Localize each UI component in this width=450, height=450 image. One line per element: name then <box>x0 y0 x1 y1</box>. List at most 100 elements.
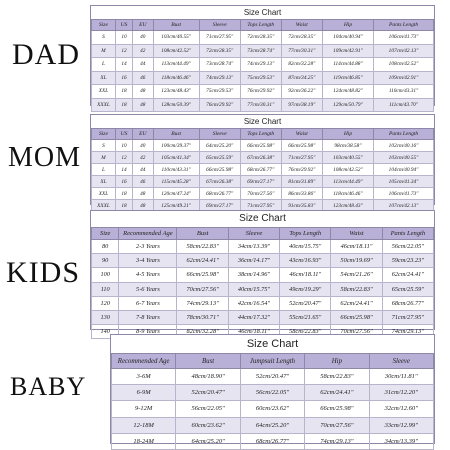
table-cell: 42 <box>132 43 154 58</box>
table-row: L 14 44 110cm/43.31" 66cm/25.98" 68cm/26.77" 7… <box>91 163 434 176</box>
table-cell: 34cm/13.39" <box>368 432 435 450</box>
table-cell: 66cm/25.98" <box>280 139 323 152</box>
table-cell: M <box>91 43 116 58</box>
column-header: Size <box>91 128 116 140</box>
table-cell: 76cm/29.92" <box>198 97 241 112</box>
table-cell: 86cm/33.86" <box>280 187 323 200</box>
table-cell: 56cm/22.05" <box>239 384 306 402</box>
column-header: Waist <box>280 128 323 140</box>
table-cell: 10 <box>114 30 134 45</box>
table-cell: 58cm/22.83" <box>330 281 383 297</box>
table-cell: 92cm/36.22" <box>280 84 323 99</box>
table-cell: 130 <box>90 309 120 326</box>
table-cell: 49cm/19.29" <box>279 281 332 297</box>
column-header: Hip <box>321 128 375 140</box>
table-cell: 123cm/48.43" <box>152 84 200 99</box>
column-header: Sleeve <box>368 353 435 369</box>
column-header: Tops Length <box>239 19 282 31</box>
table-cell: 62cm/24.41" <box>176 253 229 269</box>
column-header: Pants Length <box>373 19 434 31</box>
table-header-row: Size Recommended Age Bust Sleeve Tops Length… <box>90 227 435 240</box>
table-cell: 62cm/24.41" <box>381 267 435 283</box>
table-cell: 46 <box>132 70 154 85</box>
column-header: Hip <box>304 353 370 369</box>
column-header: Tops Length <box>279 227 332 240</box>
table-row: 6-9M 52cm/20.47" 56cm/22.05" 62cm/24.41" 31c… <box>110 384 435 402</box>
table-cell: 76cm/29.92" <box>239 84 282 99</box>
table-row: 90 3-4 Years 62cm/24.41" 36cm/14.17" 43cm/16… <box>90 253 435 269</box>
table-cell: 38cm/14.96" <box>227 267 281 283</box>
table-cell: 16 <box>114 175 134 188</box>
table-cell: 3-4 Years <box>118 253 178 269</box>
table-cell: 66cm/25.98" <box>176 267 229 283</box>
table-cell: 18-24M <box>110 432 177 450</box>
table-cell: 113cm/44.49" <box>152 57 200 72</box>
table-cell: 108cm/42.52" <box>321 163 375 176</box>
mom-label: MOM <box>8 142 82 173</box>
table-row: L 14 44 113cm/44.49" 73cm/28.74" 74cm/29.13" 8… <box>91 57 434 72</box>
table-cell: 66cm/25.98" <box>198 163 241 176</box>
column-header: Tops Length <box>239 128 282 140</box>
table-cell: 12 <box>114 43 134 58</box>
table-cell: 103cm/40.55" <box>373 151 434 164</box>
table-cell: 113cm/44.49" <box>321 175 375 188</box>
table-cell: 120cm/47.24" <box>152 187 200 200</box>
table-row: S 10 40 103cm/40.55" 71cm/27.95" 72cm/28.35" 7… <box>91 30 434 45</box>
table-row: XL 16 46 118cm/46.46" 74cm/29.13" 75cm/29.53"… <box>91 70 434 85</box>
mom-size-table: Size US EU Bust Sleeve Tops Length Waist Hip Pan… <box>91 128 434 212</box>
table-cell: 74cm/29.13" <box>239 57 282 72</box>
table-cell: 56cm/22.05" <box>381 238 435 255</box>
column-header: Bust <box>152 19 200 31</box>
table-cell: 70cm/27.56" <box>239 187 282 200</box>
table-cell: 16 <box>114 70 134 85</box>
kids-size-chart: Size Chart Size Recommended Age Bust Sleeve… <box>90 210 435 340</box>
table-row: XXL 18 48 120cm/47.24" 68cm/26.77" 70cm/27.56… <box>91 187 434 200</box>
table-header-row: Size US EU Bust Sleeve Tops Length Waist Hip Pan… <box>91 19 434 31</box>
column-header: EU <box>132 128 154 140</box>
table-row: 100 4-5 Years 66cm/25.98" 38cm/14.96" 46cm/1… <box>90 267 435 283</box>
table-row: 9-12M 56cm/22.05" 60cm/23.62" 66cm/25.98" 32… <box>110 400 435 418</box>
table-cell: 74cm/29.13" <box>176 295 229 311</box>
kids-label: KIDS <box>6 256 81 289</box>
table-cell: 71cm/27.95" <box>198 30 241 45</box>
table-cell: 18 <box>114 97 134 112</box>
table-row: XXXL 18 48 128cm/50.39" 76cm/29.92" 77cm/30.3… <box>91 97 434 112</box>
table-cell: 65cm/25.59" <box>381 281 435 297</box>
table-cell: 74cm/29.13" <box>304 432 370 450</box>
table-cell: 66cm/25.98" <box>330 309 383 326</box>
table-cell: 114cm/44.88" <box>321 57 375 72</box>
table-cell: 73cm/28.74" <box>239 43 282 58</box>
table-cell: 72cm/28.35" <box>239 30 282 45</box>
chart-title: Size Chart <box>91 211 434 227</box>
table-cell: 129cm/50.79" <box>321 97 375 112</box>
table-cell: 40cm/15.75" <box>227 281 281 297</box>
table-cell: 124cm/48.82" <box>321 84 375 99</box>
table-cell: 3-6M <box>110 367 177 386</box>
table-cell: XL <box>91 70 116 85</box>
table-cell: M <box>91 151 116 164</box>
table-cell: 97cm/38.19" <box>280 97 323 112</box>
table-cell: 108cm/42.52" <box>152 43 200 58</box>
table-cell: XXL <box>91 84 116 99</box>
dad-size-chart: Size Chart Size US EU Bust Sleeve Tops Length… <box>90 5 435 112</box>
table-cell: 14 <box>114 57 134 72</box>
table-cell: 67cm/26.38" <box>198 175 241 188</box>
table-row: M 12 42 105cm/41.34" 65cm/25.59" 67cm/26.38" 7… <box>91 151 434 164</box>
table-cell: 10 <box>114 139 134 152</box>
table-cell: 12-18M <box>110 416 177 434</box>
table-cell: 82cm/32.28" <box>280 57 323 72</box>
table-cell: 103cm/40.55" <box>152 30 200 45</box>
table-cell: XXL <box>91 187 116 200</box>
table-cell: 43cm/16.93" <box>279 253 332 269</box>
table-cell: 6-7 Years <box>118 295 178 311</box>
table-cell: 33cm/12.99" <box>368 416 435 434</box>
column-header: Bust <box>152 128 200 140</box>
table-cell: 70cm/27.56" <box>304 416 370 434</box>
table-cell: 46cm/18.11" <box>330 238 383 255</box>
table-header-row: Recommended Age Bust Jumpsuit Length Hip Sle… <box>110 353 435 369</box>
table-cell: 2-3 Years <box>118 238 178 255</box>
column-header: Size <box>91 19 116 31</box>
column-header: Bust <box>176 227 229 240</box>
column-header: EU <box>132 19 154 31</box>
table-cell: 111cm/43.70" <box>373 97 434 112</box>
